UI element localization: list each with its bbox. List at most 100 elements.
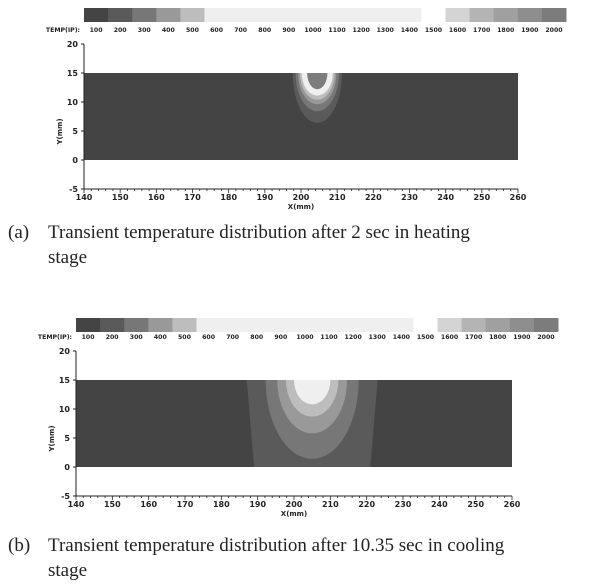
legend-value: 1500 xyxy=(425,27,443,34)
legend-swatch xyxy=(397,8,422,22)
legend-swatch xyxy=(541,8,567,22)
legend-swatch xyxy=(156,8,181,22)
legend-value: 1700 xyxy=(473,27,491,34)
x-tick-label: 250 xyxy=(467,500,484,509)
legend-value: 100 xyxy=(82,334,96,341)
legend-value: 200 xyxy=(106,334,120,341)
legend-value: 1000 xyxy=(296,334,314,341)
legend-value: 800 xyxy=(250,334,264,341)
legend-value: 500 xyxy=(186,27,200,34)
x-tick-label: 230 xyxy=(401,193,418,202)
legend-label: TEMP(IP): xyxy=(46,27,80,34)
x-tick-label: 170 xyxy=(177,500,194,509)
legend-value: 2000 xyxy=(537,334,555,341)
x-tick-label: 210 xyxy=(322,500,339,509)
y-tick-label: 10 xyxy=(67,98,79,107)
x-tick-label: 180 xyxy=(220,193,237,202)
heating-stage-panel: TEMP(IP): 100 200 300 400 500 600 700 800 900 1000… xyxy=(0,0,590,222)
y-tick-label: 15 xyxy=(67,69,79,78)
legend-swatch xyxy=(84,8,109,22)
legend-value: 1800 xyxy=(497,27,515,34)
heating-stage-chart: TEMP(IP): 100 200 300 400 500 600 700 800 900 1000… xyxy=(46,8,567,211)
legend-swatch xyxy=(517,8,543,22)
legend-value: 1600 xyxy=(441,334,459,341)
legend-value: 600 xyxy=(210,27,224,34)
x-tick-label: 190 xyxy=(256,193,273,202)
y-axis-label: Y(mm) xyxy=(56,118,64,145)
legend-swatch xyxy=(180,8,205,22)
legend-value: 1200 xyxy=(345,334,363,341)
legend-swatch xyxy=(276,8,302,22)
legend-swatch xyxy=(148,318,173,332)
legend-swatch xyxy=(341,318,366,332)
legend-swatch xyxy=(172,318,197,332)
cooling-stage-plot: -5 0 5 10 15 20 140 150 160 170 180 190 200 210 220 230… xyxy=(48,347,521,518)
legend-swatch xyxy=(437,318,463,332)
x-tick-label: 140 xyxy=(68,500,85,509)
y-tick-label: 0 xyxy=(64,463,70,472)
caption-heating-stage: (a) Transient temperature distribution af… xyxy=(8,220,584,270)
y-tick-label: 20 xyxy=(59,347,71,356)
temperature-contour xyxy=(307,73,328,90)
x-tick-label: 230 xyxy=(395,500,412,509)
legend-label: TEMP(IP): xyxy=(38,334,72,341)
temperature-legend: TEMP(IP): 100 200 300 400 500 600 700 800 900 1000… xyxy=(46,8,567,34)
y-tick-label: 15 xyxy=(59,376,71,385)
legend-value: 800 xyxy=(258,27,272,34)
legend-swatch xyxy=(204,8,230,22)
legend-value: 1900 xyxy=(521,27,539,34)
legend-value: 300 xyxy=(138,27,152,34)
legend-swatch xyxy=(132,8,157,22)
x-tick-label: 190 xyxy=(249,500,266,509)
y-tick-label: -5 xyxy=(61,492,70,501)
legend-value: 100 xyxy=(90,27,104,34)
legend-value: 900 xyxy=(282,27,296,34)
legend-value: 1900 xyxy=(513,334,531,341)
legend-value: 600 xyxy=(202,334,216,341)
x-tick-label: 210 xyxy=(329,193,346,202)
y-tick-label: 20 xyxy=(67,40,79,49)
legend-swatch xyxy=(196,318,222,332)
legend-swatch xyxy=(445,8,471,22)
x-tick-label: 200 xyxy=(293,193,310,202)
legend-value: 1300 xyxy=(377,27,395,34)
temperature-contour xyxy=(294,380,331,405)
legend-value: 700 xyxy=(234,27,248,34)
x-tick-label: 160 xyxy=(140,500,157,509)
x-tick-label: 180 xyxy=(213,500,230,509)
legend-swatch xyxy=(300,8,326,22)
legend-swatch xyxy=(244,318,270,332)
x-tick-label: 220 xyxy=(358,500,375,509)
x-tick-label: 240 xyxy=(437,193,454,202)
legend-value: 1700 xyxy=(465,334,483,341)
legend-swatch xyxy=(325,8,350,22)
legend-swatch xyxy=(413,318,438,332)
legend-value: 1100 xyxy=(320,334,338,341)
caption-a-text: Transient temperature distribution after… xyxy=(48,222,470,243)
legend-value: 1800 xyxy=(489,334,507,341)
caption-cooling-stage: (b) Transient temperature distribution af… xyxy=(8,533,584,583)
x-tick-label: 140 xyxy=(76,193,93,202)
legend-value: 500 xyxy=(178,334,192,341)
cooling-stage-panel: TEMP(IP): 100 200 300 400 500 600 700 800 900 1000… xyxy=(0,306,590,528)
legend-swatch xyxy=(268,318,294,332)
y-tick-label: 10 xyxy=(59,405,71,414)
y-tick-label: -5 xyxy=(69,185,78,194)
legend-swatch xyxy=(228,8,254,22)
legend-swatch xyxy=(108,8,133,22)
legend-swatch xyxy=(373,8,398,22)
legend-swatch xyxy=(76,318,101,332)
legend-value: 1600 xyxy=(449,27,467,34)
x-tick-label: 260 xyxy=(510,193,527,202)
x-tick-label: 150 xyxy=(112,193,129,202)
temperature-legend: TEMP(IP): 100 200 300 400 500 600 700 800 900 1000… xyxy=(38,318,559,341)
y-axis-label: Y(mm) xyxy=(48,425,56,452)
legend-swatch xyxy=(389,318,414,332)
legend-value: 400 xyxy=(162,27,176,34)
legend-value: 1300 xyxy=(369,334,387,341)
legend-swatch xyxy=(220,318,246,332)
x-axis-label: X(mm) xyxy=(288,203,314,211)
legend-swatch xyxy=(509,318,535,332)
y-tick-label: 5 xyxy=(72,127,78,136)
cooling-stage-chart: TEMP(IP): 100 200 300 400 500 600 700 800 900 1000… xyxy=(38,318,559,518)
